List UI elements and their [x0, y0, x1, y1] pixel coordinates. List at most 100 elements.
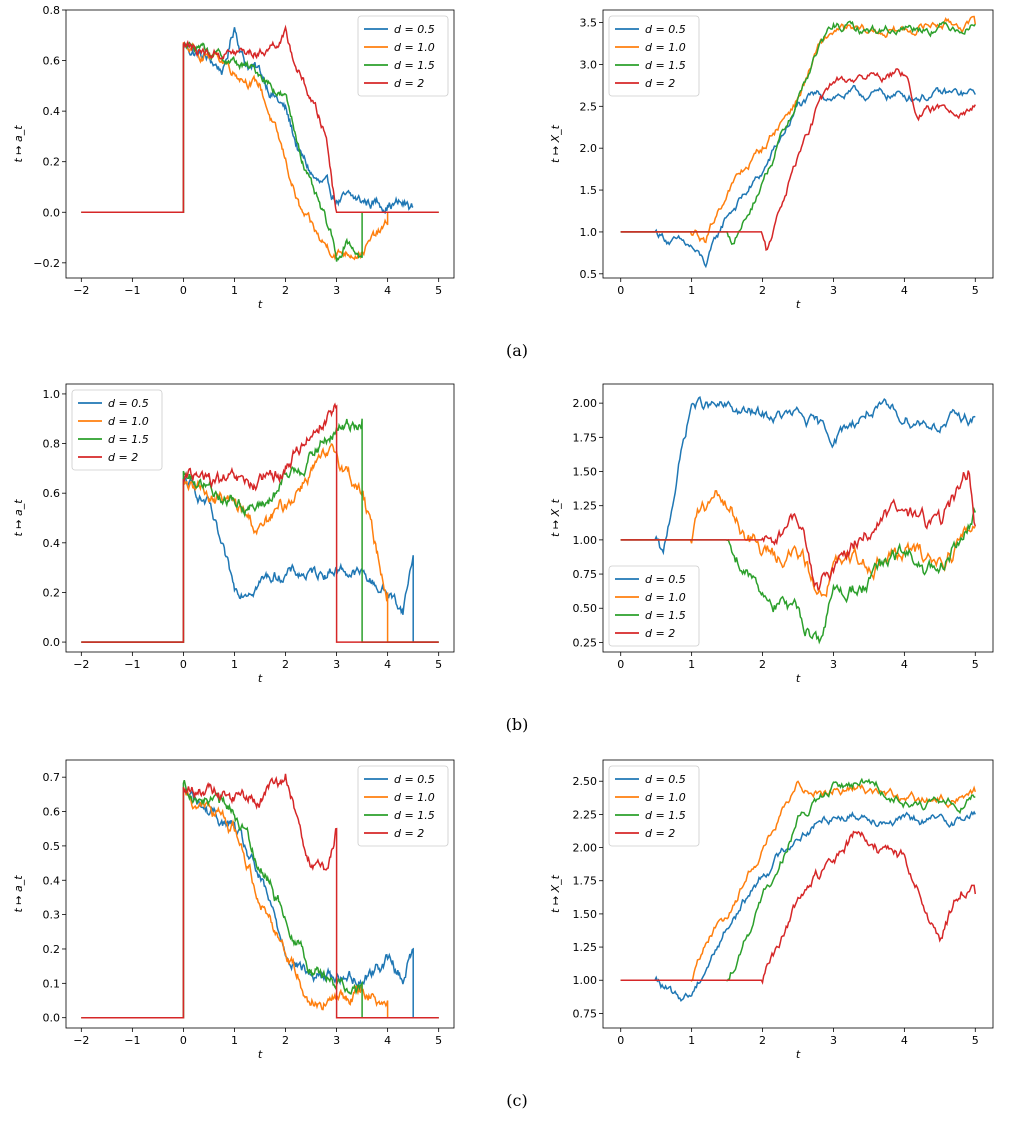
y-tick-label: 0.50	[573, 602, 598, 615]
caption-a: (a)	[506, 341, 528, 360]
y-tick-label: 1.75	[573, 875, 598, 888]
series-line-4	[620, 830, 977, 985]
y-axis-label: t ↦ a_t	[12, 875, 25, 913]
legend-box	[71, 389, 163, 471]
caption-c: (c)	[506, 1091, 527, 1110]
x-tick-label: 1	[231, 284, 238, 297]
x-tick-label: 0	[180, 658, 187, 671]
x-tick-label: 4	[901, 284, 908, 297]
legend-box	[357, 765, 449, 847]
y-tick-label: 2.00	[573, 842, 598, 855]
series-line-4	[81, 24, 439, 214]
series-line-4	[620, 470, 977, 592]
plot-frame	[602, 759, 994, 1029]
x-tick-label: 1	[688, 1034, 695, 1047]
chart-a-right: 0 1 2 3 4 5 0.5 1.0 1.5 2.0 2.5 3.0 3.5 t t ↦ X_t d = 0…	[549, 9, 994, 311]
y-tick-label: 0.2	[43, 943, 61, 956]
legend: d = 0.5 d = 1.0 d = 1.5 d = 2	[608, 15, 700, 97]
legend-label: d = 1.0	[108, 415, 149, 428]
y-tick-label: 1.25	[573, 500, 598, 513]
x-tick-label: 1	[231, 658, 238, 671]
legend-label: d = 1.5	[394, 59, 435, 72]
series-line-4	[620, 68, 976, 252]
y-tick-label: 0.25	[573, 636, 598, 649]
x-tick-label: 4	[901, 1034, 908, 1047]
y-tick-label: 2.5	[580, 100, 598, 113]
caption-b: (b)	[506, 715, 529, 734]
x-tick-label: 2	[282, 284, 289, 297]
y-axis-label: t ↦ X_t	[549, 498, 562, 537]
legend: d = 0.5 d = 1.0 d = 1.5 d = 2	[608, 765, 700, 847]
series-group	[81, 773, 439, 1019]
x-axis-label: t	[796, 298, 801, 311]
y-tick-label: 1.75	[573, 431, 598, 444]
y-tick-label: 2.00	[573, 397, 598, 410]
series-line-1	[620, 395, 976, 556]
series-line-1	[620, 810, 976, 1002]
legend-label: d = 2	[645, 77, 675, 90]
x-tick-label: 4	[901, 658, 908, 671]
x-tick-label: 2	[759, 658, 766, 671]
x-tick-label: 5	[435, 1034, 442, 1047]
legend-label: d = 0.5	[108, 397, 149, 410]
y-tick-label: 1.0	[580, 226, 598, 239]
y-tick-label: 0.4	[43, 105, 61, 118]
legend-box	[608, 565, 700, 647]
y-tick-label: 3.5	[580, 17, 598, 30]
y-tick-label: 0.5	[43, 840, 61, 853]
x-tick-label: 4	[384, 1034, 391, 1047]
x-tick-label: −1	[124, 658, 140, 671]
chart-c-left: −2 −1 0 1 2 3 4 5 0.0 0.1 0.2 0.3 0.4 0.5 0.6 0.7 t t ↦ a…	[12, 759, 455, 1061]
y-tick-label: 0.0	[43, 636, 61, 649]
y-axis-label: t ↦ a_t	[12, 125, 25, 163]
x-tick-label: 2	[282, 658, 289, 671]
y-tick-label: 0.2	[43, 586, 61, 599]
series-group	[620, 395, 977, 645]
y-tick-label: 0.8	[43, 4, 61, 17]
x-tick-label: 2	[759, 1034, 766, 1047]
x-tick-label: 3	[830, 1034, 837, 1047]
series-line-1	[81, 476, 439, 643]
chart-a-left: −2 −1 0 1 2 3 4 5 −0.2 0.0 0.2 0.4 0.6 0.8 t t ↦ a_t d =…	[12, 4, 455, 311]
x-tick-label: 5	[972, 658, 979, 671]
y-tick-label: 2.25	[573, 808, 598, 821]
y-tick-label: 0.1	[43, 977, 61, 990]
x-tick-label: 5	[972, 284, 979, 297]
chart-b-right: 0 1 2 3 4 5 0.25 0.50 0.75 1.00 1.25 1.50 1.75 2.00 t t…	[549, 383, 994, 685]
series-group	[81, 24, 439, 262]
chart-b-left: −2 −1 0 1 2 3 4 5 0.0 0.2 0.4 0.6 0.8 1.0 t t ↦ a_t d = …	[12, 383, 455, 685]
y-tick-label: −0.2	[33, 257, 60, 270]
y-tick-label: 0.75	[573, 568, 598, 581]
legend-label: d = 1.0	[394, 41, 435, 54]
legend-label: d = 0.5	[645, 573, 686, 586]
y-tick-label: 0.6	[43, 55, 61, 68]
x-tick-label: 3	[333, 658, 340, 671]
x-tick-label: 4	[384, 284, 391, 297]
legend-label: d = 1.0	[645, 791, 686, 804]
legend-label: d = 2	[394, 77, 424, 90]
y-tick-label: 2.0	[580, 142, 598, 155]
legend-label: d = 2	[394, 827, 424, 840]
series-line-4	[81, 773, 439, 1019]
series-line-4	[81, 402, 439, 643]
x-axis-label: t	[258, 1048, 263, 1061]
legend-label: d = 0.5	[394, 773, 435, 786]
y-tick-label: 1.00	[573, 974, 598, 987]
y-tick-label: 0.0	[43, 206, 61, 219]
y-tick-label: 1.0	[43, 388, 61, 401]
legend-label: d = 1.5	[645, 609, 686, 622]
x-axis-label: t	[796, 1048, 801, 1061]
series-line-1	[620, 84, 976, 269]
plot-frame	[65, 383, 455, 653]
x-tick-label: 0	[180, 284, 187, 297]
legend: d = 0.5 d = 1.0 d = 1.5 d = 2	[357, 15, 449, 97]
chart-c-right: 0 1 2 3 4 5 0.75 1.00 1.25 1.50 1.75 2.00 2.25 2.50 t t…	[549, 759, 994, 1061]
y-tick-label: 1.00	[573, 534, 598, 547]
x-tick-label: 2	[759, 284, 766, 297]
x-tick-label: −1	[124, 1034, 140, 1047]
y-tick-label: 1.50	[573, 466, 598, 479]
x-tick-label: 3	[333, 1034, 340, 1047]
y-tick-label: 0.4	[43, 874, 61, 887]
x-tick-label: 4	[384, 658, 391, 671]
